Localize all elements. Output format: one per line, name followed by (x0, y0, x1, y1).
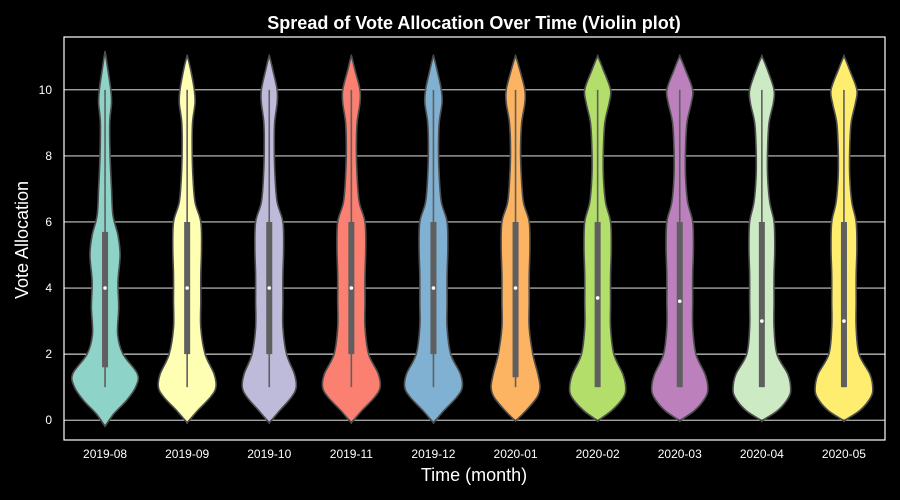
iqr-box-2019-08 (102, 231, 109, 368)
x-axis-label: Time (month) (421, 465, 527, 485)
y-tick-label: 6 (45, 215, 52, 229)
x-tick-label: 2019-09 (165, 447, 209, 461)
median-dot-2020-05 (842, 319, 846, 323)
x-tick-label: 2019-11 (330, 447, 373, 461)
y-tick-label: 4 (45, 281, 52, 295)
y-tick-label: 10 (39, 83, 53, 97)
x-tick-label: 2020-03 (658, 447, 702, 461)
median-dot-2019-09 (185, 286, 189, 290)
median-dot-2019-08 (103, 286, 107, 290)
x-tick-label: 2019-08 (83, 447, 127, 461)
iqr-box-2020-01 (512, 221, 519, 378)
iqr-box-2020-05 (840, 221, 847, 388)
median-dot-2020-04 (760, 319, 764, 323)
iqr-box-2020-03 (676, 221, 683, 388)
plot-frame (63, 36, 886, 441)
x-tick-label: 2020-04 (740, 447, 784, 461)
median-dot-2019-12 (431, 286, 436, 290)
violins (70, 50, 874, 428)
y-tick-label: 8 (45, 149, 52, 163)
x-tick-label: 2020-01 (494, 447, 538, 461)
x-tick-labels: 2019-08 2019-09 2019-10 2019-11 2019-12 2020-… (83, 447, 866, 461)
x-tick-label: 2020-02 (576, 447, 620, 461)
y-tick-label: 2 (45, 347, 52, 361)
x-tick-label: 2020-05 (822, 447, 866, 461)
x-tick-label: 2019-12 (411, 447, 455, 461)
median-dot-2019-10 (267, 286, 272, 290)
iqr-box-2020-04 (758, 221, 765, 388)
median-dot-2020-02 (595, 296, 600, 300)
median-dot-2020-01 (513, 286, 518, 290)
median-dot-2019-11 (349, 286, 354, 290)
median-dot-2020-03 (677, 299, 682, 304)
y-axis-label: Vote Allocation (12, 181, 32, 299)
y-tick-label: 0 (45, 413, 52, 427)
iqr-box-2020-02 (594, 221, 601, 388)
chart-title: Spread of Vote Allocation Over Time (Vio… (267, 13, 680, 33)
x-tick-label: 2019-10 (247, 447, 291, 461)
y-tick-labels: 0 2 4 6 8 10 (39, 83, 53, 427)
